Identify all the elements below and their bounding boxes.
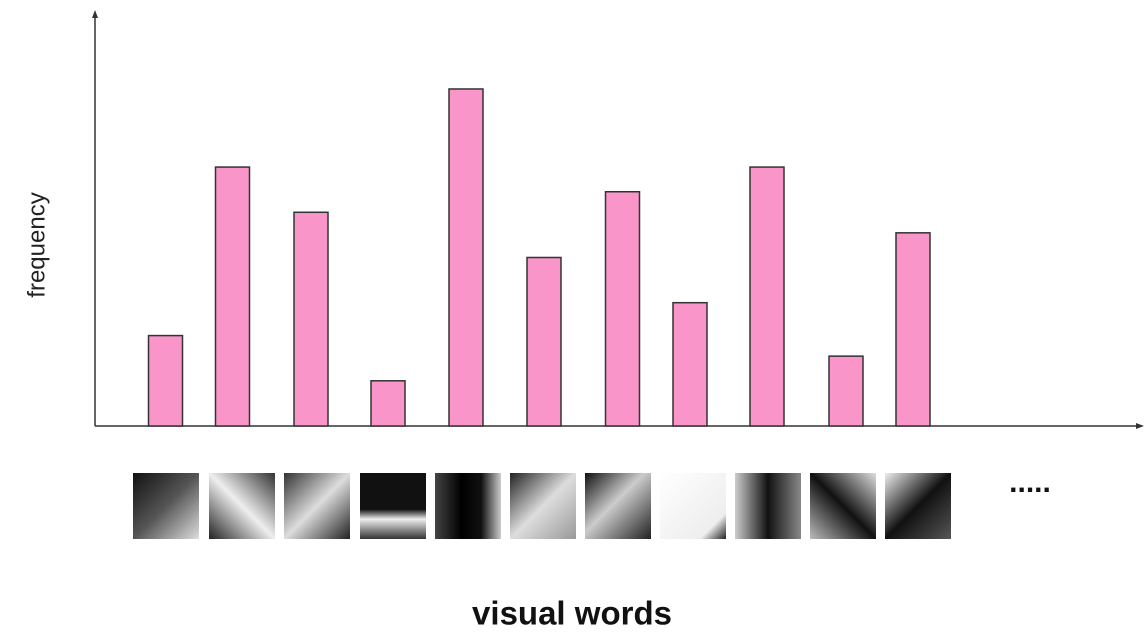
bar <box>828 355 864 427</box>
bar <box>895 232 931 427</box>
visual-word-patches <box>133 473 951 539</box>
patch <box>885 473 951 539</box>
patch <box>510 473 576 539</box>
bar <box>749 166 785 427</box>
ellipsis: ..... <box>1009 466 1051 499</box>
bar <box>526 256 562 427</box>
patch <box>660 473 726 539</box>
bar <box>293 211 329 427</box>
bar <box>604 190 641 427</box>
bar <box>147 334 184 427</box>
bar <box>370 380 406 427</box>
patch <box>133 473 199 539</box>
patch <box>284 473 350 539</box>
y-axis-arrow <box>92 10 98 18</box>
patch <box>585 473 651 539</box>
bar <box>214 166 251 427</box>
patch <box>810 473 876 539</box>
x-axis-arrow <box>1136 423 1144 429</box>
patch <box>209 473 275 539</box>
x-axis-label: visual words <box>472 595 672 632</box>
y-axis-label: frequency <box>23 192 50 297</box>
bar <box>672 301 708 427</box>
patch <box>735 473 801 539</box>
patch <box>435 473 501 539</box>
patch <box>360 473 426 539</box>
bar <box>448 88 484 427</box>
